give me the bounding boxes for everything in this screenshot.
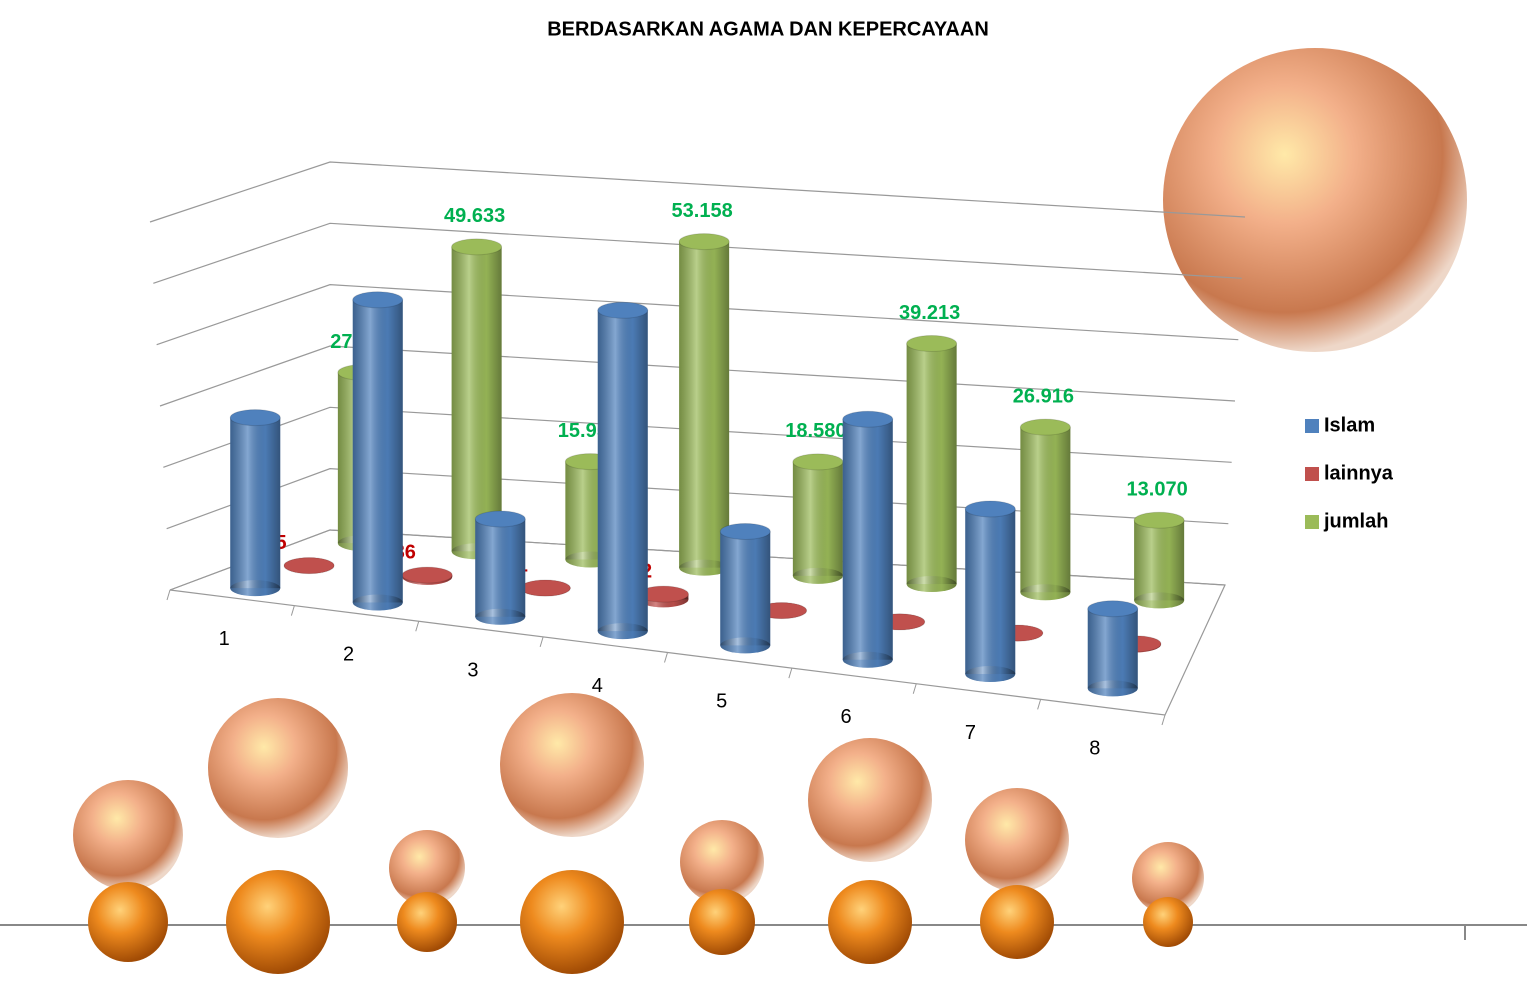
bar-base-shade	[842, 651, 893, 668]
sphere	[808, 738, 932, 862]
sphere	[226, 870, 330, 974]
sphere	[389, 830, 465, 906]
bar-top	[597, 301, 649, 319]
x-tick	[664, 652, 668, 663]
bar-top	[474, 510, 526, 528]
value-label: 49.633	[444, 205, 505, 227]
bar-top	[1019, 418, 1071, 436]
x-tick	[290, 605, 295, 616]
sphere	[73, 780, 183, 890]
bar-shade	[792, 461, 843, 576]
legend-swatch	[1305, 467, 1319, 481]
x-tick	[166, 589, 171, 601]
plot: 1234567827.81549.63315.95753.15818.58039…	[149, 161, 1246, 759]
sphere	[965, 788, 1069, 892]
x-tick	[788, 667, 793, 679]
bar-shade	[1134, 520, 1185, 601]
bar-shade	[230, 417, 281, 589]
bar-base-shade	[1020, 584, 1071, 601]
sphere	[1143, 897, 1193, 947]
x-tick-label: 2	[343, 644, 354, 666]
sphere	[828, 880, 912, 964]
bar-top	[842, 410, 894, 428]
bar-top	[678, 233, 730, 251]
bar-top	[1133, 511, 1185, 529]
sphere	[680, 820, 764, 904]
value-label: 53.158	[672, 200, 733, 222]
bar-shade	[475, 518, 526, 617]
bar-base-shade	[906, 576, 957, 593]
bar-top	[719, 522, 771, 540]
sphere	[397, 892, 457, 952]
legend-label: lainnya	[1324, 462, 1394, 484]
grid-line	[156, 284, 1239, 346]
sphere	[88, 882, 168, 962]
bar-shade	[597, 310, 648, 632]
x-tick	[912, 683, 917, 694]
legend-swatch	[1305, 515, 1319, 529]
bar-base-shade	[230, 580, 281, 597]
bar-shade	[906, 343, 957, 585]
x-tick-label: 1	[219, 628, 230, 650]
bar-top	[964, 500, 1016, 518]
sphere	[1163, 48, 1467, 352]
value-label: 39.213	[899, 302, 960, 324]
bar-top	[229, 409, 281, 427]
grid-line	[153, 222, 1242, 284]
bar-top	[519, 579, 571, 597]
sphere	[208, 698, 348, 838]
bar-shade	[965, 508, 1016, 675]
x-tick-label: 4	[592, 675, 603, 697]
bar-top	[283, 557, 335, 575]
x-tick	[1037, 699, 1042, 710]
decoration	[0, 48, 1527, 974]
bar-top	[401, 566, 453, 584]
bar-base-shade	[720, 637, 771, 654]
chart-title: BERDASARKAN AGAMA DAN KEPERCAYAAN	[547, 18, 989, 40]
bar-top	[1087, 600, 1139, 618]
sphere	[689, 889, 755, 955]
x-tick	[1161, 714, 1166, 726]
bar-base-shade	[679, 559, 730, 576]
bar-top	[451, 238, 503, 256]
value-label: 26.916	[1013, 385, 1074, 407]
x-tick-label: 8	[1089, 737, 1100, 759]
bar-base-shade	[965, 666, 1016, 683]
bar-shade	[842, 419, 893, 660]
bar-shade	[720, 531, 771, 646]
x-tick-label: 6	[841, 706, 852, 728]
x-tick-label: 7	[965, 722, 976, 744]
sphere	[500, 693, 644, 837]
x-tick-label: 5	[716, 691, 727, 713]
bar-shade	[451, 246, 502, 552]
value-label: 18.580	[785, 420, 846, 442]
value-label: 13.070	[1127, 479, 1188, 501]
bar-base-shade	[1087, 680, 1138, 697]
bar-base-shade	[1134, 592, 1185, 609]
grid-line	[149, 161, 1246, 223]
bar-top	[906, 335, 958, 353]
sphere	[520, 870, 624, 974]
bar-base-shade	[597, 623, 648, 640]
sphere	[980, 885, 1054, 959]
bar-shade	[352, 299, 403, 603]
bar-top	[792, 453, 844, 471]
bar-shade	[679, 241, 730, 568]
bar-shade	[1020, 427, 1071, 593]
bar-base-shade	[792, 567, 843, 584]
x-tick	[415, 621, 420, 632]
value-label: 5	[276, 532, 287, 554]
bar-shade	[1087, 608, 1138, 689]
x-tick-label: 3	[467, 659, 478, 681]
legend-swatch	[1305, 419, 1319, 433]
bar-base-shade	[352, 594, 403, 611]
bar-top	[352, 291, 404, 309]
legend-label: jumlah	[1323, 510, 1388, 532]
x-tick	[539, 636, 544, 648]
legend-label: Islam	[1324, 414, 1375, 436]
sphere	[1132, 842, 1204, 914]
bar-base-shade	[475, 608, 526, 625]
